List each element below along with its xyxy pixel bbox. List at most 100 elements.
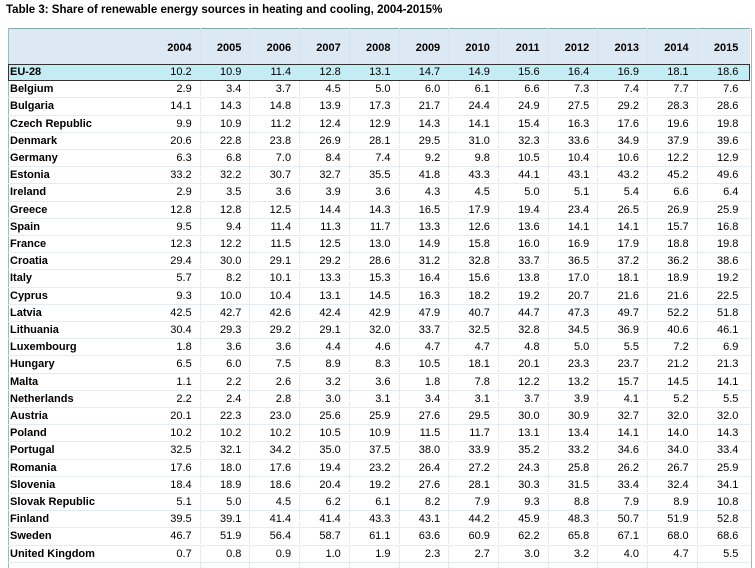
table-title: Table 3: Share of renewable energy sourc… <box>6 4 443 16</box>
cell-value: 3.6 <box>275 186 292 199</box>
row-rule <box>8 424 750 426</box>
cell-value: 8.3 <box>375 358 391 371</box>
cell-value: 15.3 <box>369 272 391 285</box>
cell-value: 11.4 <box>270 66 292 78</box>
cell-value: 15.4 <box>518 117 540 130</box>
cell-value: 12.9 <box>369 117 391 130</box>
cell-value: 34.5 <box>567 324 590 336</box>
cell-value: 17.3 <box>369 100 391 113</box>
cell-value: 63.6 <box>418 530 441 543</box>
cell-value: 37.5 <box>369 444 391 457</box>
cell-value: 17.6 <box>170 461 192 474</box>
cell-value: 31.0 <box>468 134 490 147</box>
cell-value: 3.7 <box>275 83 292 96</box>
cell-value: 10.2 <box>170 66 192 78</box>
cell-value: 3.1 <box>375 392 391 405</box>
cell-value: 33.4 <box>716 444 739 457</box>
column-header: 2009 <box>415 42 441 54</box>
cell-value: 60.9 <box>468 530 490 543</box>
header-band <box>8 28 750 65</box>
cell-value: 8.8 <box>573 496 590 508</box>
cell-value: 7.3 <box>573 83 590 96</box>
cell-value: 48.3 <box>567 513 590 526</box>
column-rule <box>299 28 301 568</box>
cell-value: 11.5 <box>270 238 292 250</box>
row-rule <box>8 355 750 357</box>
cell-value: 16.4 <box>418 272 441 285</box>
cell-value: 10.2 <box>269 427 292 440</box>
cell-value: 32.1 <box>219 444 242 457</box>
column-header: 2006 <box>266 42 292 54</box>
cell-value: 43.1 <box>418 513 441 526</box>
cell-value: 41.8 <box>418 169 441 182</box>
cell-value: 30.9 <box>567 410 590 422</box>
cell-value: 16.3 <box>567 117 590 130</box>
cell-value: 2.2 <box>176 392 192 405</box>
cell-value: 38.0 <box>418 444 441 457</box>
cell-value: 44.2 <box>468 513 490 526</box>
cell-value: 23.3 <box>567 358 590 371</box>
cell-value: 4.7 <box>673 547 689 560</box>
row-label: Denmark <box>10 134 58 147</box>
cell-value: 1.9 <box>375 547 391 560</box>
cell-value: 46.1 <box>716 324 739 336</box>
cell-value: 12.2 <box>219 238 242 250</box>
cell-value: 13.3 <box>418 220 441 233</box>
cell-value: 21.6 <box>667 289 689 302</box>
cell-value: 19.2 <box>716 272 739 285</box>
cell-value: 29.2 <box>269 324 292 336</box>
cell-value: 18.9 <box>667 272 689 285</box>
cell-value: 14.3 <box>369 203 391 216</box>
row-label: Luxembourg <box>10 341 77 354</box>
row-label: Germany <box>10 152 58 164</box>
cell-value: 23.2 <box>369 461 391 474</box>
cell-value: 15.6 <box>468 272 490 285</box>
column-header: 2015 <box>713 42 739 54</box>
cell-value: 17.6 <box>617 117 639 130</box>
cell-value: 12.8 <box>170 203 192 216</box>
cell-value: 29.1 <box>319 324 341 336</box>
row-rule <box>8 441 750 443</box>
cell-value: 13.6 <box>518 220 540 233</box>
cell-value: 18.6 <box>269 478 292 491</box>
row-label: EU-28 <box>10 66 42 78</box>
row-rule <box>8 458 750 460</box>
cell-value: 14.4 <box>319 203 341 216</box>
cell-value: 42.6 <box>269 306 292 319</box>
cell-value: 45.9 <box>518 513 540 526</box>
column-rule <box>199 28 201 568</box>
column-header: 2011 <box>515 42 540 54</box>
cell-value: 41.4 <box>319 513 341 526</box>
cell-value: 16.3 <box>418 289 441 302</box>
cell-value: 20.6 <box>170 134 192 147</box>
cell-value: 10.2 <box>170 427 192 440</box>
cell-value: 32.2 <box>219 169 242 182</box>
cell-value: 32.0 <box>667 410 689 422</box>
cell-value: 21.3 <box>716 358 739 371</box>
cell-value: 2.8 <box>275 392 292 405</box>
cell-value: 3.7 <box>524 392 540 405</box>
cell-value: 10.2 <box>219 427 242 440</box>
row-label: Cyprus <box>10 289 48 302</box>
cell-value: 8.9 <box>325 358 341 371</box>
cell-value: 5.0 <box>226 496 242 508</box>
cell-value: 44.7 <box>518 306 540 319</box>
cell-value: 22.3 <box>219 410 242 422</box>
column-header: 2010 <box>465 42 490 54</box>
cell-value: 42.5 <box>170 306 192 319</box>
cell-value: 5.1 <box>573 186 590 199</box>
cell-value: 31.2 <box>418 255 441 268</box>
cell-value: 28.6 <box>369 255 391 268</box>
row-rule <box>8 200 750 202</box>
cell-value: 13.0 <box>369 238 391 250</box>
cell-value: 14.5 <box>667 375 689 388</box>
cell-value: 15.8 <box>468 238 490 250</box>
cell-value: 4.6 <box>375 341 391 354</box>
row-rule <box>8 407 750 408</box>
cell-value: 3.2 <box>573 547 590 560</box>
cell-value: 15.7 <box>667 220 689 233</box>
row-rule <box>8 475 750 477</box>
cell-value: 10.4 <box>567 152 590 164</box>
row-rule <box>8 303 750 305</box>
cell-value: 14.9 <box>418 238 441 250</box>
